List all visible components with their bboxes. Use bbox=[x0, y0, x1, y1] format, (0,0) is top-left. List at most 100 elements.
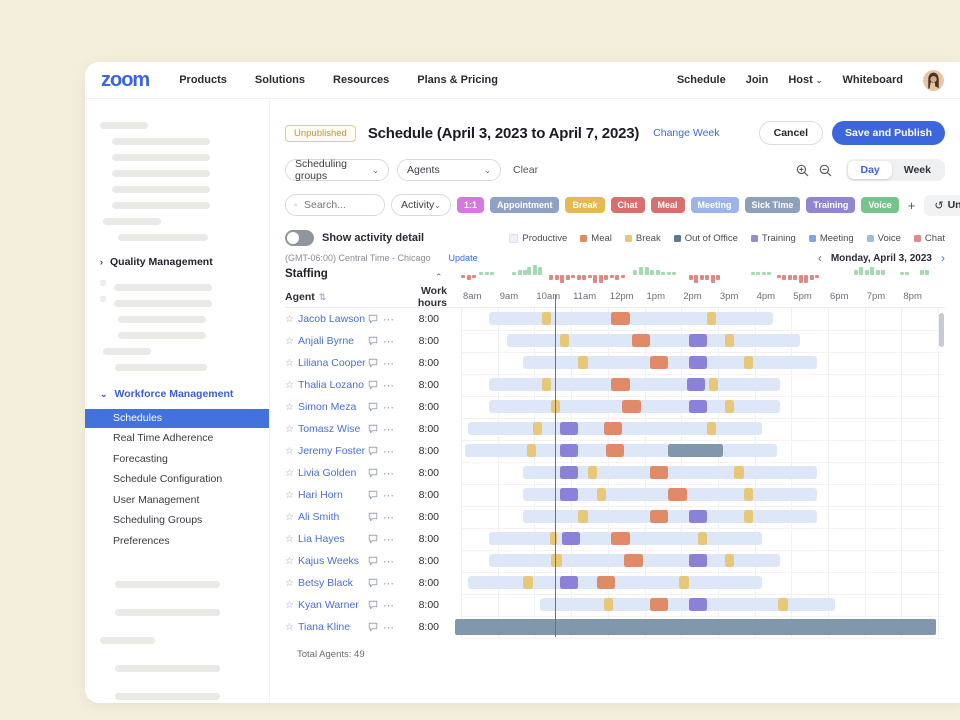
sidebar-item-user-management[interactable]: User Management bbox=[113, 493, 200, 506]
row-more-icon[interactable]: ⋯ bbox=[383, 357, 395, 370]
avatar[interactable] bbox=[923, 69, 944, 91]
shift-bar[interactable] bbox=[523, 509, 817, 523]
sidebar-item-forecasting[interactable]: Forecasting bbox=[113, 452, 168, 465]
agent-name-link[interactable]: Tiana Kline bbox=[297, 621, 351, 633]
agent-name-link[interactable]: Hari Horn bbox=[297, 489, 343, 501]
sidebar-item-schedules[interactable]: Schedules bbox=[85, 408, 269, 428]
activity-block-meal[interactable] bbox=[611, 311, 630, 325]
nav-item-products[interactable]: Products bbox=[179, 74, 227, 86]
activity-block-meal[interactable] bbox=[624, 553, 643, 567]
activity-block-break[interactable] bbox=[706, 311, 717, 325]
activity-block-break[interactable] bbox=[604, 597, 614, 611]
activity-block-break[interactable] bbox=[532, 421, 542, 435]
activity-block-break[interactable] bbox=[679, 575, 689, 589]
cancel-button[interactable]: Cancel bbox=[758, 121, 824, 145]
agent-column-header[interactable]: Agent bbox=[285, 291, 315, 303]
agent-name-link[interactable]: Tomasz Wise bbox=[297, 423, 361, 435]
chat-bubble-icon[interactable] bbox=[368, 314, 378, 324]
star-icon[interactable]: ☆ bbox=[285, 401, 294, 413]
nav-item-schedule[interactable]: Schedule bbox=[676, 74, 726, 86]
nav-item-plans-pricing[interactable]: Plans & Pricing bbox=[417, 74, 498, 86]
chat-bubble-icon[interactable] bbox=[368, 468, 378, 478]
star-icon[interactable]: ☆ bbox=[285, 357, 294, 369]
zoom-in-icon[interactable] bbox=[796, 164, 809, 177]
star-icon[interactable]: ☆ bbox=[285, 335, 294, 347]
activity-block-break[interactable] bbox=[743, 487, 753, 501]
activity-block-meal[interactable] bbox=[622, 399, 641, 413]
star-icon[interactable]: ☆ bbox=[285, 313, 294, 325]
activity-badge-meal[interactable]: Meal bbox=[650, 197, 685, 213]
zoom-logo[interactable]: zoom bbox=[101, 69, 150, 91]
agent-name-link[interactable]: Thalia Lozano bbox=[297, 379, 364, 391]
activity-block-break[interactable] bbox=[778, 597, 788, 611]
activity-block-break[interactable] bbox=[587, 465, 597, 479]
row-more-icon[interactable]: ⋯ bbox=[383, 511, 395, 524]
prev-day-icon[interactable]: ‹ bbox=[817, 251, 822, 265]
activity-badge-training[interactable]: Training bbox=[806, 197, 856, 213]
nav-item-resources[interactable]: Resources bbox=[333, 74, 390, 86]
agent-name-link[interactable]: Ali Smith bbox=[297, 511, 340, 523]
activity-block-timeoff[interactable] bbox=[668, 443, 724, 457]
activity-block-break[interactable] bbox=[523, 575, 533, 589]
activity-block-meal[interactable] bbox=[650, 465, 669, 479]
activity-dropdown[interactable]: Activity ⌄ bbox=[391, 194, 451, 216]
activity-block-meeting[interactable] bbox=[688, 597, 707, 611]
activity-block-break[interactable] bbox=[706, 421, 717, 435]
chat-bubble-icon[interactable] bbox=[368, 512, 378, 522]
activity-block-meeting[interactable] bbox=[561, 531, 581, 545]
activity-block-break[interactable] bbox=[578, 355, 588, 369]
chat-bubble-icon[interactable] bbox=[368, 578, 378, 588]
shift-bar[interactable] bbox=[539, 597, 836, 611]
activity-block-break[interactable] bbox=[550, 553, 562, 567]
add-activity-button[interactable]: + bbox=[907, 197, 916, 213]
row-more-icon[interactable]: ⋯ bbox=[383, 335, 395, 348]
chat-bubble-icon[interactable] bbox=[368, 600, 378, 610]
activity-block-meeting[interactable] bbox=[560, 443, 579, 457]
row-more-icon[interactable]: ⋯ bbox=[383, 423, 395, 436]
activity-badge-1-1[interactable]: 1:1 bbox=[456, 197, 484, 213]
activity-block-break[interactable] bbox=[734, 465, 744, 479]
sidebar-item-real-time-adherence[interactable]: Real Time Adherence bbox=[113, 432, 214, 444]
collapse-staffing-icon[interactable]: ⌃ bbox=[435, 272, 443, 282]
chat-bubble-icon[interactable] bbox=[368, 534, 378, 544]
activity-block-break[interactable] bbox=[708, 377, 718, 391]
sidebar-item-quality-management[interactable]: › Quality Management bbox=[100, 256, 213, 268]
star-icon[interactable]: ☆ bbox=[285, 621, 294, 633]
row-more-icon[interactable]: ⋯ bbox=[383, 313, 395, 326]
shift-bar[interactable] bbox=[506, 333, 801, 347]
scheduling-groups-dropdown[interactable]: Scheduling groups ⌄ bbox=[285, 158, 389, 182]
next-day-icon[interactable]: › bbox=[941, 251, 945, 265]
nav-item-whiteboard[interactable]: Whiteboard bbox=[842, 74, 904, 86]
chat-bubble-icon[interactable] bbox=[368, 402, 378, 412]
chat-bubble-icon[interactable] bbox=[368, 622, 378, 632]
star-icon[interactable]: ☆ bbox=[285, 445, 294, 457]
chat-bubble-icon[interactable] bbox=[368, 556, 378, 566]
sort-icon[interactable]: ⇅ bbox=[318, 291, 327, 302]
chat-bubble-icon[interactable] bbox=[368, 490, 378, 500]
agent-name-link[interactable]: Livia Golden bbox=[297, 467, 357, 479]
activity-block-break[interactable] bbox=[549, 531, 558, 545]
day-tab[interactable]: Day bbox=[848, 161, 892, 179]
activity-block-meeting[interactable] bbox=[688, 399, 707, 413]
shift-bar[interactable] bbox=[523, 355, 817, 369]
row-more-icon[interactable]: ⋯ bbox=[383, 489, 395, 502]
activity-block-break[interactable] bbox=[560, 333, 570, 347]
nav-item-solutions[interactable]: Solutions bbox=[254, 74, 306, 86]
activity-block-break[interactable] bbox=[578, 509, 588, 523]
activity-block-break[interactable] bbox=[725, 553, 735, 567]
nav-item-host[interactable]: Host ⌄ bbox=[788, 74, 823, 86]
star-icon[interactable]: ☆ bbox=[285, 577, 294, 589]
activity-block-break[interactable] bbox=[743, 355, 753, 369]
sidebar-item-schedule-configuration[interactable]: Schedule Configuration bbox=[113, 473, 223, 485]
star-icon[interactable]: ☆ bbox=[285, 379, 294, 391]
activity-badge-voice[interactable]: Voice bbox=[861, 197, 899, 213]
row-more-icon[interactable]: ⋯ bbox=[383, 445, 395, 458]
star-icon[interactable]: ☆ bbox=[285, 511, 294, 523]
activity-block-break[interactable] bbox=[697, 531, 707, 545]
search-input[interactable] bbox=[302, 198, 376, 212]
agent-name-link[interactable]: Jacob Lawson bbox=[297, 313, 366, 325]
activity-block-meal[interactable] bbox=[668, 487, 687, 501]
row-more-icon[interactable]: ⋯ bbox=[383, 621, 395, 634]
row-more-icon[interactable]: ⋯ bbox=[383, 401, 395, 414]
activity-block-meal[interactable] bbox=[631, 333, 650, 347]
